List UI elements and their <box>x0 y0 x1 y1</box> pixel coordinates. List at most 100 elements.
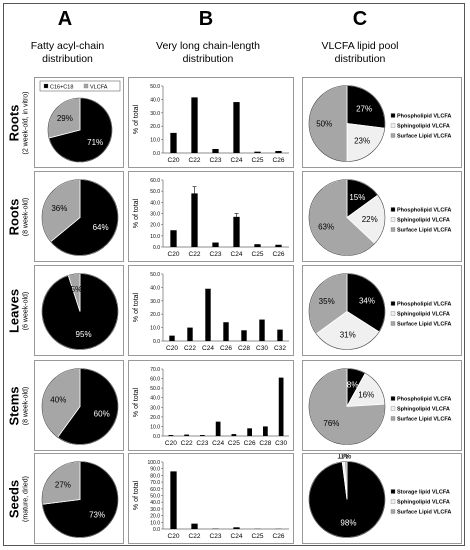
panel-c3: 34% 31% 35% Phospholipid VLCFA Sphingolipid … <box>302 265 462 356</box>
panel-b2: 0.0 10.0 20.0 30.0 40.0 50.0 60.0 % of total C20… <box>128 171 294 262</box>
legend-swatch <box>390 509 396 514</box>
y-tick-label: 10.0 <box>150 520 160 526</box>
pie-slice-label: 95% <box>76 330 92 339</box>
bar <box>241 330 247 341</box>
bar <box>223 322 229 341</box>
y-tick-label: 20.0 <box>150 312 160 318</box>
row-label-3: Leaves (6 week-old) <box>6 265 32 356</box>
panel-c4-svg: 8%16% 76% Phospholipid VLCFA Sphingolipid V… <box>308 368 451 445</box>
y-axis-label: % of total <box>133 387 140 417</box>
bar <box>200 435 205 436</box>
panel-a3: 95% 5% <box>34 265 124 356</box>
pie-slice-label: 63% <box>318 223 334 232</box>
legend-label: Surface Lipid VLCFA <box>397 417 451 423</box>
x-tick-label: C25 <box>252 251 264 258</box>
column-letter-b: B <box>198 8 214 30</box>
x-tick-label: C32 <box>274 345 286 352</box>
bar <box>231 434 237 436</box>
x-tick-label: C23 <box>210 157 222 164</box>
y-axis-label: % of total <box>133 292 140 322</box>
bar <box>275 244 282 247</box>
y-tick-label: 50.0 <box>150 189 160 195</box>
legend-label: Sphingolipid VLCFA <box>397 500 450 506</box>
pie-outline <box>41 461 119 538</box>
panel-b3-svg: 0.0 10.0 20.0 30.0 40.0 50.0 % of total C20 C22 C… <box>133 272 289 352</box>
x-tick-label: C26 <box>273 533 285 540</box>
pie-slice-label: 36% <box>51 204 67 213</box>
pie-slice-label: 71% <box>87 138 103 147</box>
y-tick-label: 0.0 <box>153 151 160 157</box>
row-label-text: Roots (8 week-old) <box>6 197 31 236</box>
pie-outline <box>41 273 119 350</box>
x-tick-label: C22 <box>189 251 201 258</box>
y-tick-label: 0.0 <box>153 434 160 440</box>
y-tick-label: 0.0 <box>153 527 160 533</box>
legend-label: Sphingolipid VLCFA <box>397 312 450 318</box>
y-tick-label: 70.0 <box>150 480 160 486</box>
panel-b3: 0.0 10.0 20.0 30.0 40.0 50.0 % of total C20 C22 C… <box>128 265 294 356</box>
column-letter-a: A <box>57 8 73 30</box>
x-tick-label: C26 <box>273 157 285 164</box>
y-tick-label: 40.0 <box>150 200 160 206</box>
panel-a3-svg: 95% 5% <box>41 273 119 350</box>
y-tick-label: 60.0 <box>150 377 160 383</box>
bar <box>212 242 219 247</box>
y-tick-label: 50.0 <box>150 386 160 392</box>
x-tick-label: C22 <box>184 345 196 352</box>
x-tick-label: C25 <box>252 157 264 164</box>
pie-slice-label: 29% <box>57 114 73 123</box>
legend-swatch <box>390 227 396 232</box>
x-tick-label: C24 <box>202 345 214 352</box>
y-tick-label: 50.0 <box>150 84 160 90</box>
x-tick-label: C24 <box>231 533 243 540</box>
legend-swatch <box>43 83 49 89</box>
bar <box>259 319 265 341</box>
legend-swatch <box>390 489 396 494</box>
pie-outline <box>308 85 386 162</box>
x-tick-label: C20 <box>168 533 180 540</box>
panel-a2: 64% 36% <box>34 171 124 262</box>
row-tissue-label: Roots <box>6 198 22 235</box>
row-label-text: Stems (8 week-old) <box>7 386 31 425</box>
y-tick-label: 10.0 <box>150 424 160 430</box>
legend-label: Phospholipid VLCFA <box>397 114 451 120</box>
row-label-1: Roots (2 week-old, in vitro) <box>6 77 32 168</box>
row-label-2: Roots (8 week-old) <box>6 171 32 262</box>
y-axis-label: % of total <box>133 104 140 134</box>
x-tick-label: C20 <box>168 251 180 258</box>
panel-a5-svg: 73% 27% <box>41 461 119 538</box>
panel-a1-svg: 71% 29% C16+C18 VLCFA <box>39 80 121 163</box>
panel-a2-svg: 64% 36% <box>41 179 119 256</box>
pie-slice-label: 76% <box>323 419 339 428</box>
column-letter-c: C <box>352 8 368 30</box>
legend-swatch <box>390 406 396 411</box>
y-tick-label: 30.0 <box>150 507 160 513</box>
pie-slice-label: 27% <box>356 104 372 113</box>
legend-swatch <box>390 301 396 306</box>
bar <box>191 97 198 153</box>
x-tick-label: C26 <box>244 440 256 447</box>
legend-swatch <box>390 321 396 326</box>
y-tick-label: 50.0 <box>150 272 160 278</box>
legend-label: Surface Lipid VLCFA <box>397 322 451 328</box>
x-tick-label: C30 <box>275 440 287 447</box>
bar <box>187 327 193 341</box>
pie-slice-label: 23% <box>354 137 370 146</box>
legend-label: Sphingolipid VLCFA <box>397 407 450 413</box>
bar <box>233 527 240 529</box>
x-tick-label: C26 <box>220 345 232 352</box>
pie-slice-label: 8% <box>347 380 359 389</box>
bar <box>212 148 219 153</box>
panel-c2-svg: 15% 22% 63% Phospholipid VLCFA Sphingolipid … <box>308 179 451 256</box>
row-tissue-label: Seeds <box>6 479 22 518</box>
y-tick-label: 30.0 <box>150 111 160 117</box>
y-tick-label: 40.0 <box>150 500 160 506</box>
pie-slice-label: 16% <box>358 390 374 399</box>
legend-swatch <box>390 217 396 222</box>
x-tick-label: C22 <box>181 440 193 447</box>
x-tick-label: C22 <box>189 157 201 164</box>
legend-swatch <box>390 207 396 212</box>
bar <box>215 421 221 436</box>
row-label-4: Stems (8 week-old) <box>6 360 32 451</box>
